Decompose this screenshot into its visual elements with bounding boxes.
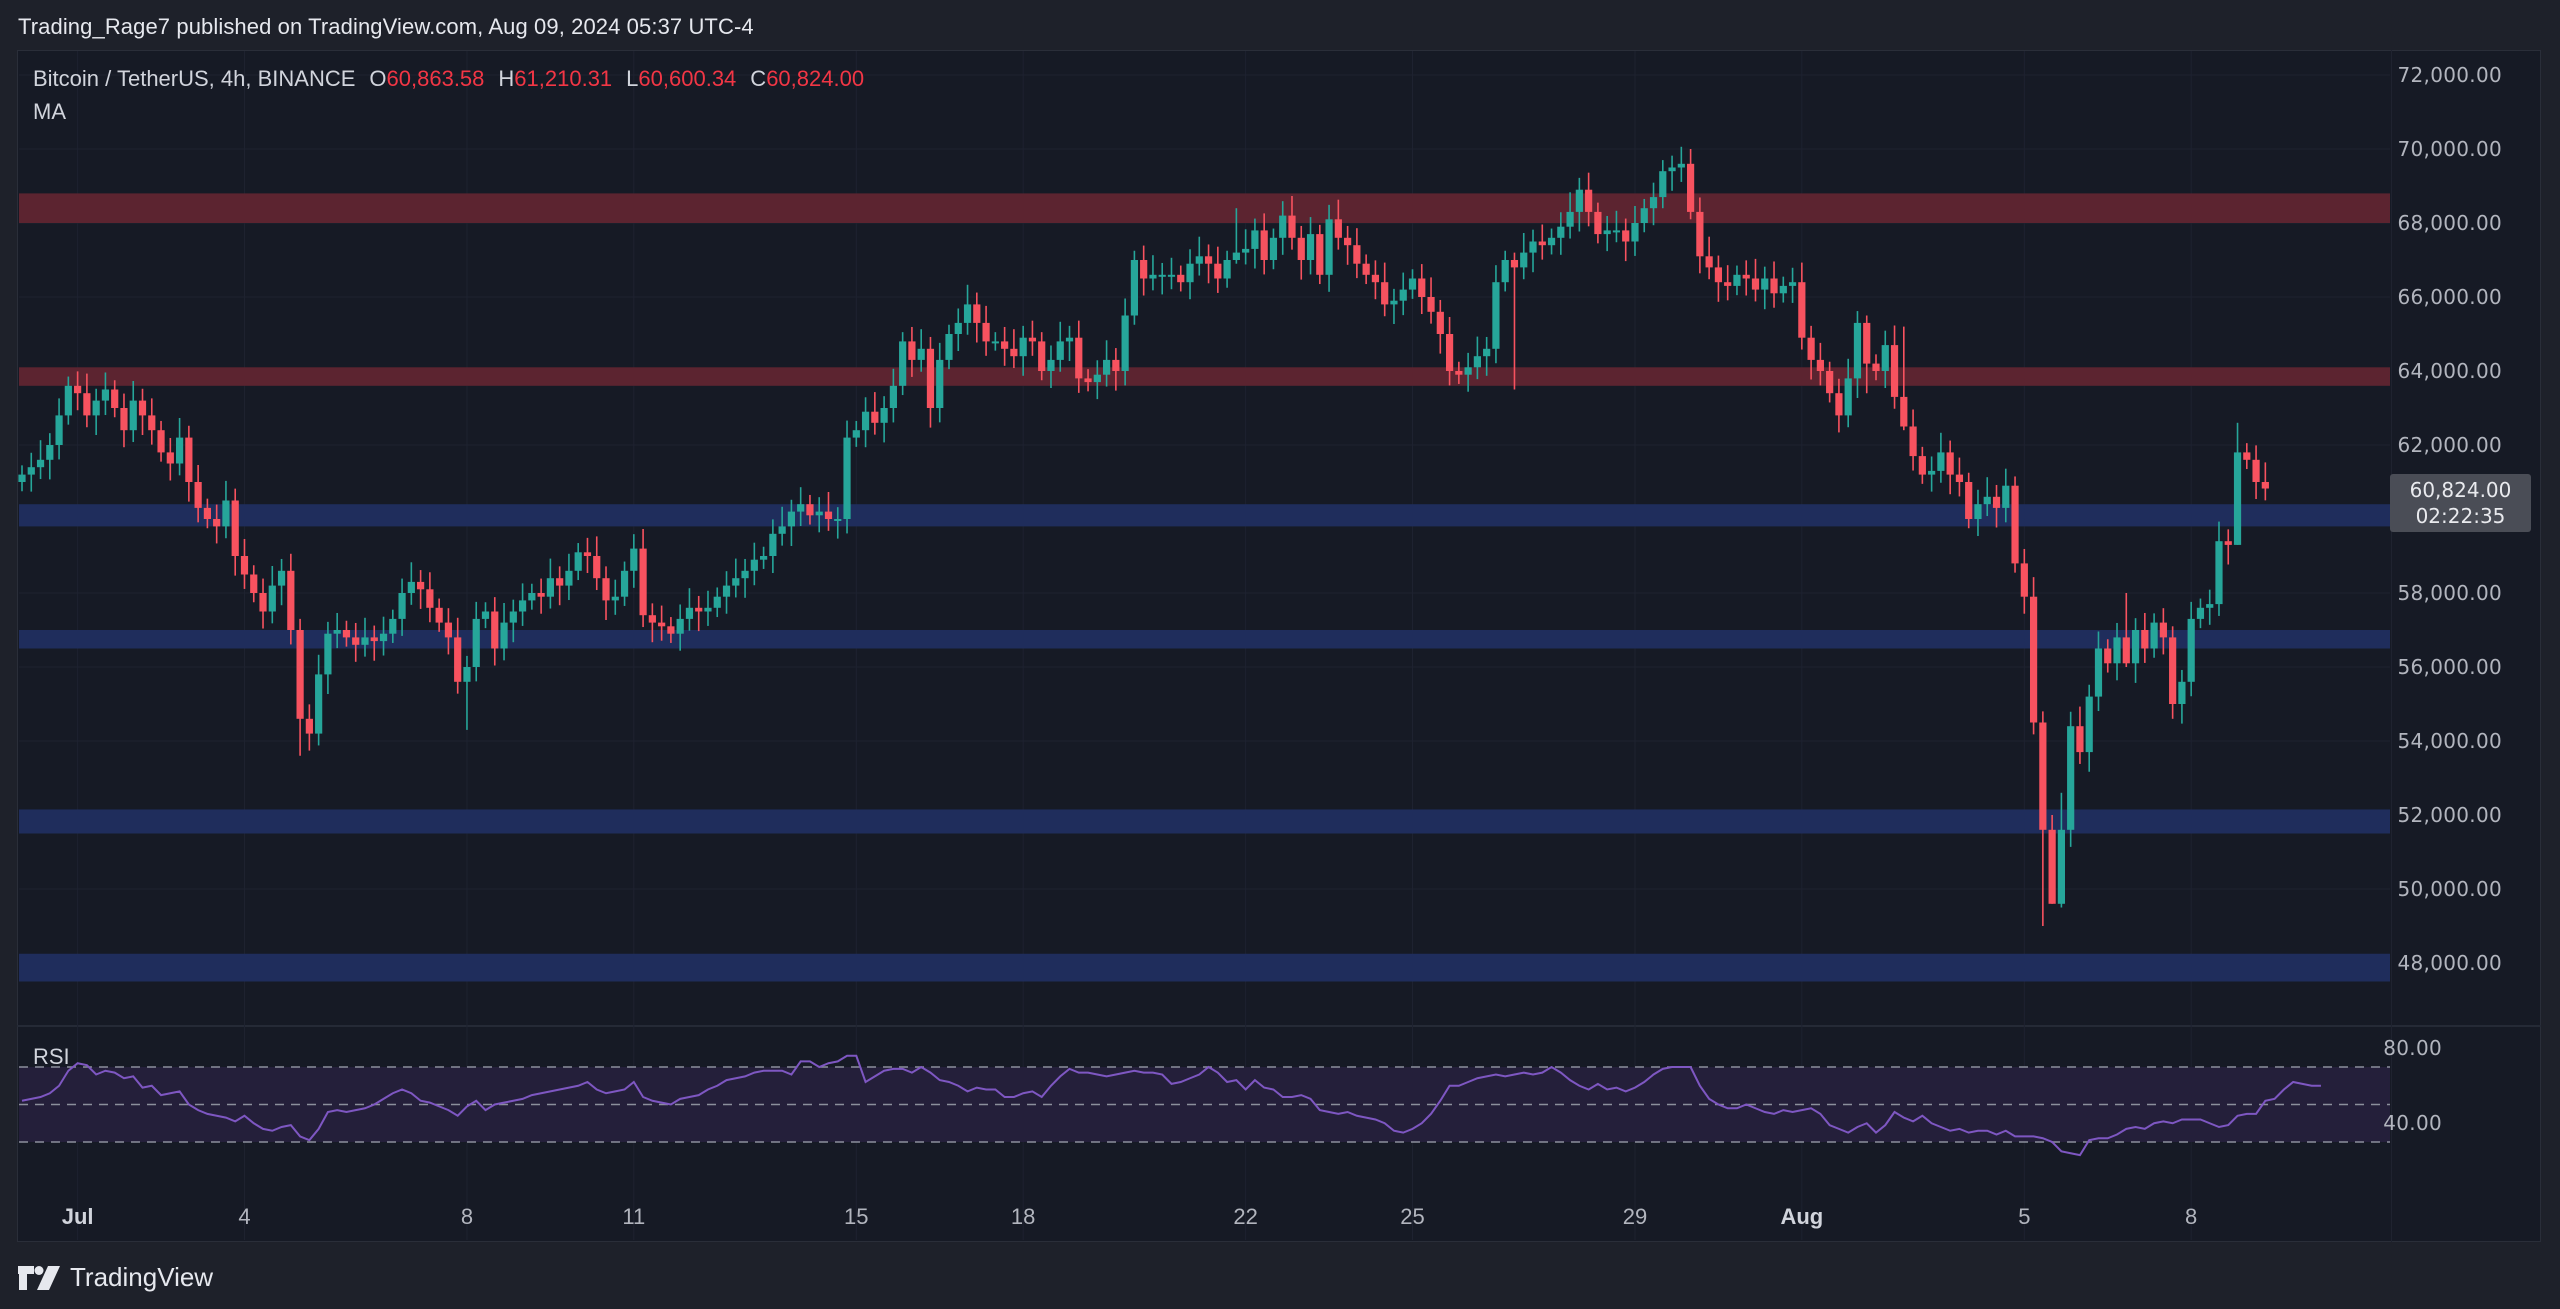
resistance-zone[interactable] bbox=[19, 367, 2390, 386]
time-tick-label: 8 bbox=[460, 1204, 474, 1229]
symbol-title: Bitcoin / TetherUS, 4h, BINANCE bbox=[33, 66, 356, 91]
close-value: 60,824.00 bbox=[766, 66, 865, 91]
close-label: C bbox=[750, 66, 767, 91]
rsi-tick-label: 80.00 bbox=[2383, 1036, 2442, 1061]
price-tick-label: 72,000.00 bbox=[2397, 63, 2502, 87]
support-zone[interactable] bbox=[19, 809, 2390, 834]
price-tick-label: 70,000.00 bbox=[2397, 137, 2502, 161]
open-value: 60,863.58 bbox=[386, 66, 485, 91]
time-tick-label: Jul bbox=[61, 1204, 94, 1229]
price-tick-label: 66,000.00 bbox=[2397, 285, 2502, 309]
rsi-tick-label: 40.00 bbox=[2383, 1111, 2442, 1136]
support-zone[interactable] bbox=[19, 504, 2390, 527]
time-tick-label: 15 bbox=[844, 1204, 869, 1229]
tradingview-logo-icon bbox=[18, 1265, 60, 1290]
time-tick-label: 29 bbox=[1622, 1204, 1648, 1229]
price-tick-label: 58,000.00 bbox=[2397, 581, 2502, 605]
open-label: O bbox=[369, 66, 387, 91]
time-tick-label: 5 bbox=[2018, 1204, 2031, 1229]
time-tick-label: 4 bbox=[238, 1204, 251, 1229]
resistance-zone[interactable] bbox=[19, 193, 2390, 223]
symbol-legend[interactable]: Bitcoin / TetherUS, 4h, BINANCE O60,863.5… bbox=[33, 66, 864, 92]
price-tick-label: 64,000.00 bbox=[2397, 359, 2502, 383]
time-tick-label: Aug bbox=[1780, 1204, 1824, 1229]
candlestick-series bbox=[18, 146, 2269, 926]
price-tick-label: 62,000.00 bbox=[2397, 433, 2502, 457]
tradingview-logo[interactable]: TradingView bbox=[18, 1262, 213, 1293]
published-line: Trading_Rage7 published on TradingView.c… bbox=[18, 14, 754, 39]
bar-countdown: 02:22:35 bbox=[2415, 504, 2506, 528]
rsi-series bbox=[19, 1054, 2390, 1157]
last-price: 60,824.00 bbox=[2409, 478, 2512, 502]
time-tick-label: 18 bbox=[1010, 1204, 1036, 1229]
price-tick-label: 68,000.00 bbox=[2397, 211, 2502, 235]
last-price-tag: 60,824.00 02:22:35 bbox=[2390, 474, 2531, 532]
price-tick-label: 50,000.00 bbox=[2397, 877, 2502, 901]
price-tick-label: 54,000.00 bbox=[2397, 729, 2502, 753]
support-zone[interactable] bbox=[19, 953, 2390, 982]
time-tick-label: 22 bbox=[1233, 1204, 1258, 1229]
time-tick-label: 8 bbox=[2185, 1204, 2198, 1229]
time-tick-label: 11 bbox=[622, 1204, 646, 1229]
low-value: 60,600.34 bbox=[638, 66, 737, 91]
price-axis-separator bbox=[2391, 50, 2392, 1242]
indicator-ma-label[interactable]: MA bbox=[33, 99, 66, 124]
price-tick-label: 52,000.00 bbox=[2397, 803, 2502, 827]
low-label: L bbox=[626, 66, 639, 91]
support-resistance-zones bbox=[19, 193, 2390, 982]
price-tick-label: 48,000.00 bbox=[2397, 951, 2502, 975]
time-tick-label: 25 bbox=[1400, 1204, 1425, 1229]
pane-separator[interactable] bbox=[17, 1025, 2541, 1027]
high-label: H bbox=[498, 66, 515, 91]
high-value: 61,210.31 bbox=[514, 66, 613, 91]
price-tick-label: 56,000.00 bbox=[2397, 655, 2502, 679]
support-zone[interactable] bbox=[19, 630, 2390, 649]
brand-name: TradingView bbox=[70, 1262, 214, 1292]
rsi-label[interactable]: RSI bbox=[33, 1044, 70, 1069]
